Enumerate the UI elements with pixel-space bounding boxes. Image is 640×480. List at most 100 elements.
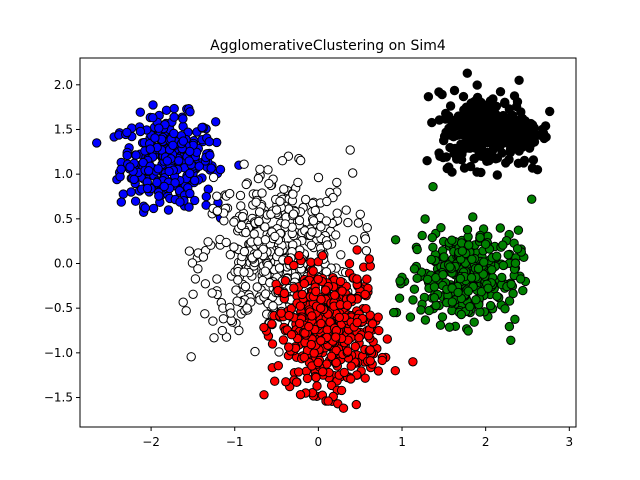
scatter-point-cluster-2 [335, 276, 346, 287]
scatter-point-cluster-2 [302, 373, 313, 384]
scatter-point-cluster-2 [367, 319, 378, 329]
scatter-point-cluster-0 [201, 191, 212, 202]
x-axis: −2 −1 0 1 2 3 [142, 427, 573, 449]
scatter-point-cluster-3 [447, 235, 457, 245]
scatter-point-cluster-3 [463, 326, 473, 336]
scatter-point-cluster-4 [492, 153, 503, 163]
scatter-point-cluster-3 [475, 232, 485, 243]
scatter-point-cluster-2 [352, 274, 362, 284]
scatter-point-cluster-3 [504, 296, 515, 306]
scatter-point-cluster-1 [345, 145, 355, 155]
y-tick-label: −0.5 [44, 301, 73, 315]
scatter-point-cluster-1 [190, 274, 201, 284]
scatter-point-cluster-1 [252, 249, 263, 259]
scatter-point-cluster-4 [456, 139, 466, 149]
scatter-point-cluster-0 [211, 117, 221, 127]
scatter-point-cluster-1 [221, 332, 232, 342]
y-tick-label: 1.0 [54, 167, 73, 181]
scatter-point-cluster-2 [365, 356, 375, 366]
scatter-point-cluster-1 [198, 252, 209, 262]
scatter-point-cluster-4 [441, 108, 451, 119]
scatter-point-cluster-1 [234, 325, 244, 336]
scatter-point-cluster-2 [307, 311, 317, 321]
scatter-point-cluster-2 [278, 335, 289, 345]
scatter-point-cluster-1 [225, 188, 235, 199]
scatter-point-cluster-0 [125, 162, 135, 172]
scatter-point-cluster-2 [336, 385, 347, 396]
scatter-point-cluster-2 [318, 367, 328, 377]
scatter-point-cluster-0 [92, 138, 102, 148]
scatter-point-cluster-3 [515, 274, 526, 284]
scatter-point-cluster-0 [130, 196, 141, 206]
scatter-point-cluster-1 [322, 196, 332, 207]
scatter-point-cluster-3 [479, 257, 489, 267]
scatter-point-cluster-0 [190, 175, 200, 186]
scatter-point-cluster-3 [467, 254, 477, 264]
scatter-point-cluster-2 [280, 276, 291, 286]
scatter-point-cluster-3 [390, 235, 401, 245]
scatter-point-cluster-1 [321, 216, 332, 226]
scatter-point-cluster-0 [169, 112, 179, 122]
scatter-point-cluster-0 [161, 105, 172, 116]
scatter-point-cluster-3 [395, 276, 405, 286]
scatter-point-cluster-2 [346, 361, 356, 371]
scatter-point-cluster-3 [462, 224, 473, 235]
scatter-point-cluster-4 [472, 167, 482, 177]
scatter-point-cluster-1 [239, 267, 249, 277]
scatter-point-cluster-1 [219, 216, 229, 226]
scatter-point-cluster-0 [142, 183, 153, 194]
scatter-point-cluster-4 [539, 133, 549, 144]
scatter-point-cluster-2 [276, 308, 286, 318]
scatter-point-cluster-0 [144, 166, 154, 176]
scatter-point-cluster-0 [185, 188, 195, 199]
scatter-point-cluster-4 [492, 170, 502, 180]
scatter-point-cluster-1 [221, 237, 231, 248]
scatter-point-cluster-1 [186, 352, 196, 362]
scatter-point-cluster-3 [495, 223, 505, 233]
scatter-point-cluster-2 [360, 289, 370, 300]
scatter-point-cluster-3 [436, 223, 446, 233]
scatter-point-cluster-3 [465, 302, 475, 312]
scatter-point-cluster-0 [206, 163, 216, 173]
scatter-point-cluster-0 [194, 161, 205, 171]
scatter-point-cluster-4 [514, 75, 524, 86]
scatter-point-cluster-0 [185, 107, 195, 117]
scatter-point-cluster-3 [420, 315, 431, 325]
scatter-point-cluster-1 [240, 281, 251, 292]
scatter-point-cluster-2 [284, 310, 294, 321]
scatter-point-cluster-4 [514, 115, 524, 125]
scatter-point-cluster-3 [506, 335, 516, 345]
scatter-point-cluster-2 [331, 357, 341, 368]
scatter-point-cluster-2 [373, 312, 383, 322]
scatter-point-cluster-4 [472, 80, 482, 90]
scatter-point-cluster-2 [374, 325, 384, 336]
scatter-point-cluster-2 [316, 336, 326, 346]
scatter-point-cluster-0 [148, 203, 159, 214]
scatter-point-cluster-2 [267, 339, 278, 349]
scatter-point-cluster-0 [169, 128, 179, 139]
scatter-point-cluster-2 [334, 312, 344, 323]
scatter-point-cluster-0 [190, 195, 200, 206]
scatter-point-cluster-2 [361, 304, 371, 314]
scatter-point-cluster-3 [508, 288, 518, 299]
scatter-point-cluster-2 [337, 286, 347, 296]
scatter-point-cluster-0 [197, 122, 207, 133]
x-tick-label: 3 [565, 435, 573, 449]
scatter-point-cluster-1 [200, 279, 211, 289]
scatter-point-cluster-4 [422, 156, 432, 166]
scatter-point-cluster-1 [229, 217, 239, 227]
scatter-point-cluster-0 [129, 174, 139, 185]
scatter-point-cluster-3 [510, 258, 521, 268]
scatter-point-cluster-1 [253, 173, 264, 184]
scatter-point-cluster-3 [457, 246, 467, 256]
scatter-point-cluster-3 [480, 239, 491, 249]
scatter-point-cluster-2 [350, 341, 360, 352]
scatter-point-cluster-4 [501, 158, 511, 168]
scatter-point-cluster-1 [296, 155, 306, 166]
x-tick-label: −2 [142, 435, 160, 449]
scatter-point-cluster-0 [140, 203, 151, 213]
scatter-point-cluster-4 [423, 92, 434, 102]
scatter-point-cluster-1 [207, 288, 217, 298]
scatter-point-cluster-3 [453, 287, 463, 298]
scatter-point-cluster-1 [343, 217, 353, 228]
